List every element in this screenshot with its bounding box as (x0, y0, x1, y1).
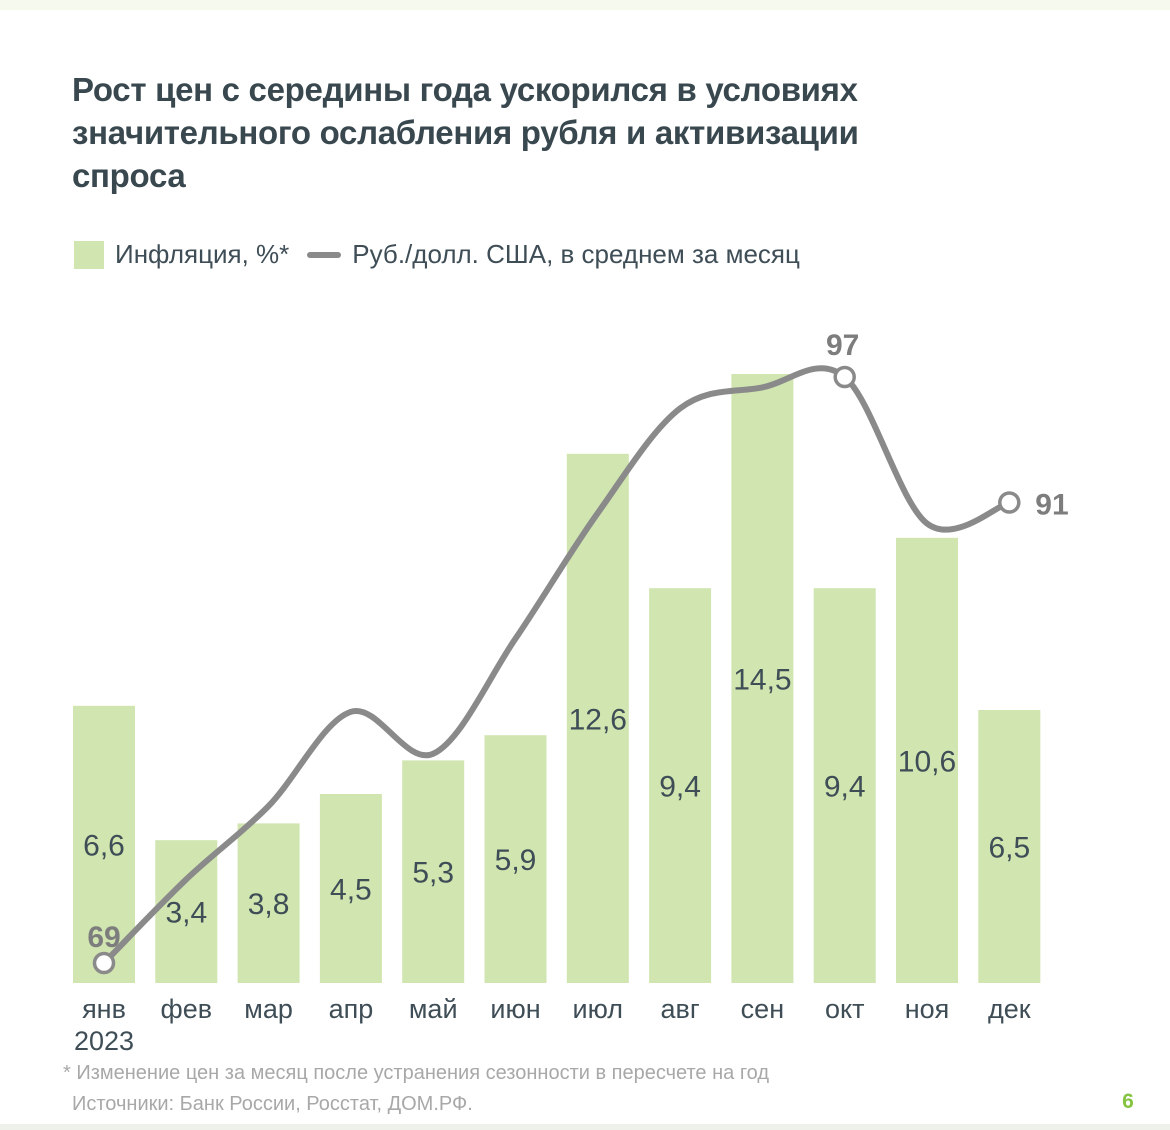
inflation-bar (402, 760, 465, 983)
month-label: окт (825, 994, 865, 1024)
page-title-line-3: спроса (72, 157, 186, 194)
month-label: дек (988, 994, 1031, 1024)
usdrub-point-marker (92, 951, 116, 975)
month-label: янв (82, 994, 126, 1024)
legend-label-usdrub: Руб./долл. США, в среднем за месяц (352, 239, 800, 269)
month-label: авг (660, 994, 699, 1024)
bar-value-label: 14,5 (733, 664, 791, 697)
bottom-band (0, 1124, 1170, 1130)
month-label: июн (490, 994, 540, 1024)
bar-value-label: 3,8 (248, 888, 290, 921)
usdrub-point-marker (833, 365, 856, 389)
bar-value-label: 5,9 (495, 844, 537, 877)
bar-value-label: 12,6 (569, 703, 627, 736)
inflation-bar (484, 735, 547, 983)
inflation-bar (731, 374, 794, 983)
inflation-bar (237, 823, 300, 983)
bar-value-label: 6,5 (988, 832, 1030, 865)
bar-value-label: 4,5 (330, 874, 372, 907)
page-title-line-1: Рост цен с середины года ускорился в усл… (72, 71, 858, 108)
legend-item-inflation: Инфляция, %* (74, 239, 289, 270)
month-label: сен (741, 994, 784, 1024)
month-label: апр (329, 994, 374, 1024)
legend-label-inflation: Инфляция, %* (115, 239, 290, 269)
usdrub-point-label: 69 (87, 921, 120, 954)
inflation-bar (319, 794, 382, 983)
inflation-bar (649, 588, 712, 983)
top-accent-band (0, 0, 1170, 10)
month-label: фев (161, 994, 213, 1024)
month-label: июл (573, 994, 624, 1024)
sources: Источники: Банк России, Росстат, ДОМ.РФ. (72, 1093, 473, 1115)
usdrub-line (101, 365, 1013, 966)
bar-value-label: 9,4 (659, 771, 701, 804)
usdrub-point-marker (998, 491, 1021, 514)
usdrub-point-label: 97 (826, 329, 859, 362)
chart-legend: Инфляция, %* Руб./долл. США, в среднем з… (74, 239, 800, 270)
month-label: мар (244, 994, 293, 1024)
bar-swatch-icon (74, 240, 104, 269)
line-swatch-icon (307, 251, 342, 258)
page-number: 6 (1122, 1090, 1134, 1113)
month-label: ноя (905, 994, 950, 1024)
bar-value-label: 5,3 (412, 857, 454, 890)
inflation-bar (813, 588, 876, 983)
legend-item-usdrub: Руб./долл. США, в среднем за месяц (307, 239, 800, 270)
year-label: 2023 (74, 1026, 134, 1056)
page-title-line-2: значительного ослабления рубля и активиз… (72, 114, 859, 151)
usdrub-point-label: 91 (1035, 489, 1068, 522)
bar-value-label: 10,6 (898, 745, 956, 778)
inflation-bar (896, 537, 958, 983)
bar-value-label: 6,6 (83, 829, 125, 862)
footnote: * Изменение цен за месяц после устранени… (63, 1062, 770, 1084)
inflation-bar (978, 710, 1041, 983)
page-title: Рост цен с середины года ускорился в усл… (72, 68, 1092, 197)
inflation-usdrub-chart: 6,6 3,4 3,8 4,5 5,3 5,9 12,6 9,4 14,5 9,4 10,6 6,5 я… (73, 329, 1069, 1056)
inflation-bar (73, 705, 135, 983)
bar-value-label: 3,4 (165, 897, 207, 930)
bar-value-label: 9,4 (824, 771, 866, 804)
month-label: май (409, 994, 458, 1024)
